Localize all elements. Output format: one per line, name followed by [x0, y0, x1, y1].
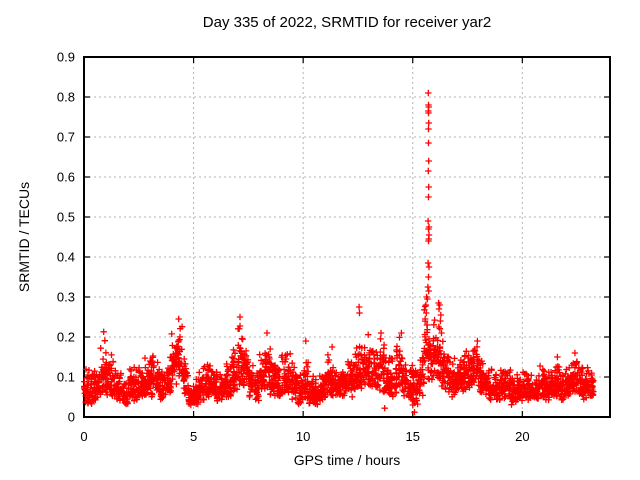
- y-tick-label: 0.8: [57, 90, 75, 105]
- x-axis-label: GPS time / hours: [293, 452, 401, 468]
- x-tick-label: 5: [190, 429, 197, 444]
- data-points-path: [80, 89, 597, 416]
- y-tick-label: 0.7: [57, 130, 75, 145]
- y-tick-label: 0.1: [57, 370, 75, 385]
- plot-title: Day 335 of 2022, SRMTID for receiver yar…: [202, 14, 492, 31]
- x-tick-label: 15: [406, 429, 420, 444]
- y-tick-label: 0.6: [57, 170, 75, 185]
- x-tick-label: 0: [80, 429, 87, 444]
- plot-border: [83, 56, 611, 418]
- y-tick-label: 0.3: [57, 290, 75, 305]
- y-tick-label: 0.4: [57, 250, 75, 265]
- y-tick-label: 0.5: [57, 210, 75, 225]
- y-tick-label: 0: [68, 410, 75, 425]
- y-tick-label: 0.2: [57, 330, 75, 345]
- x-tick-label: 10: [296, 429, 310, 444]
- x-tick-label: 20: [515, 429, 529, 444]
- y-tick-label: 0.9: [57, 50, 75, 65]
